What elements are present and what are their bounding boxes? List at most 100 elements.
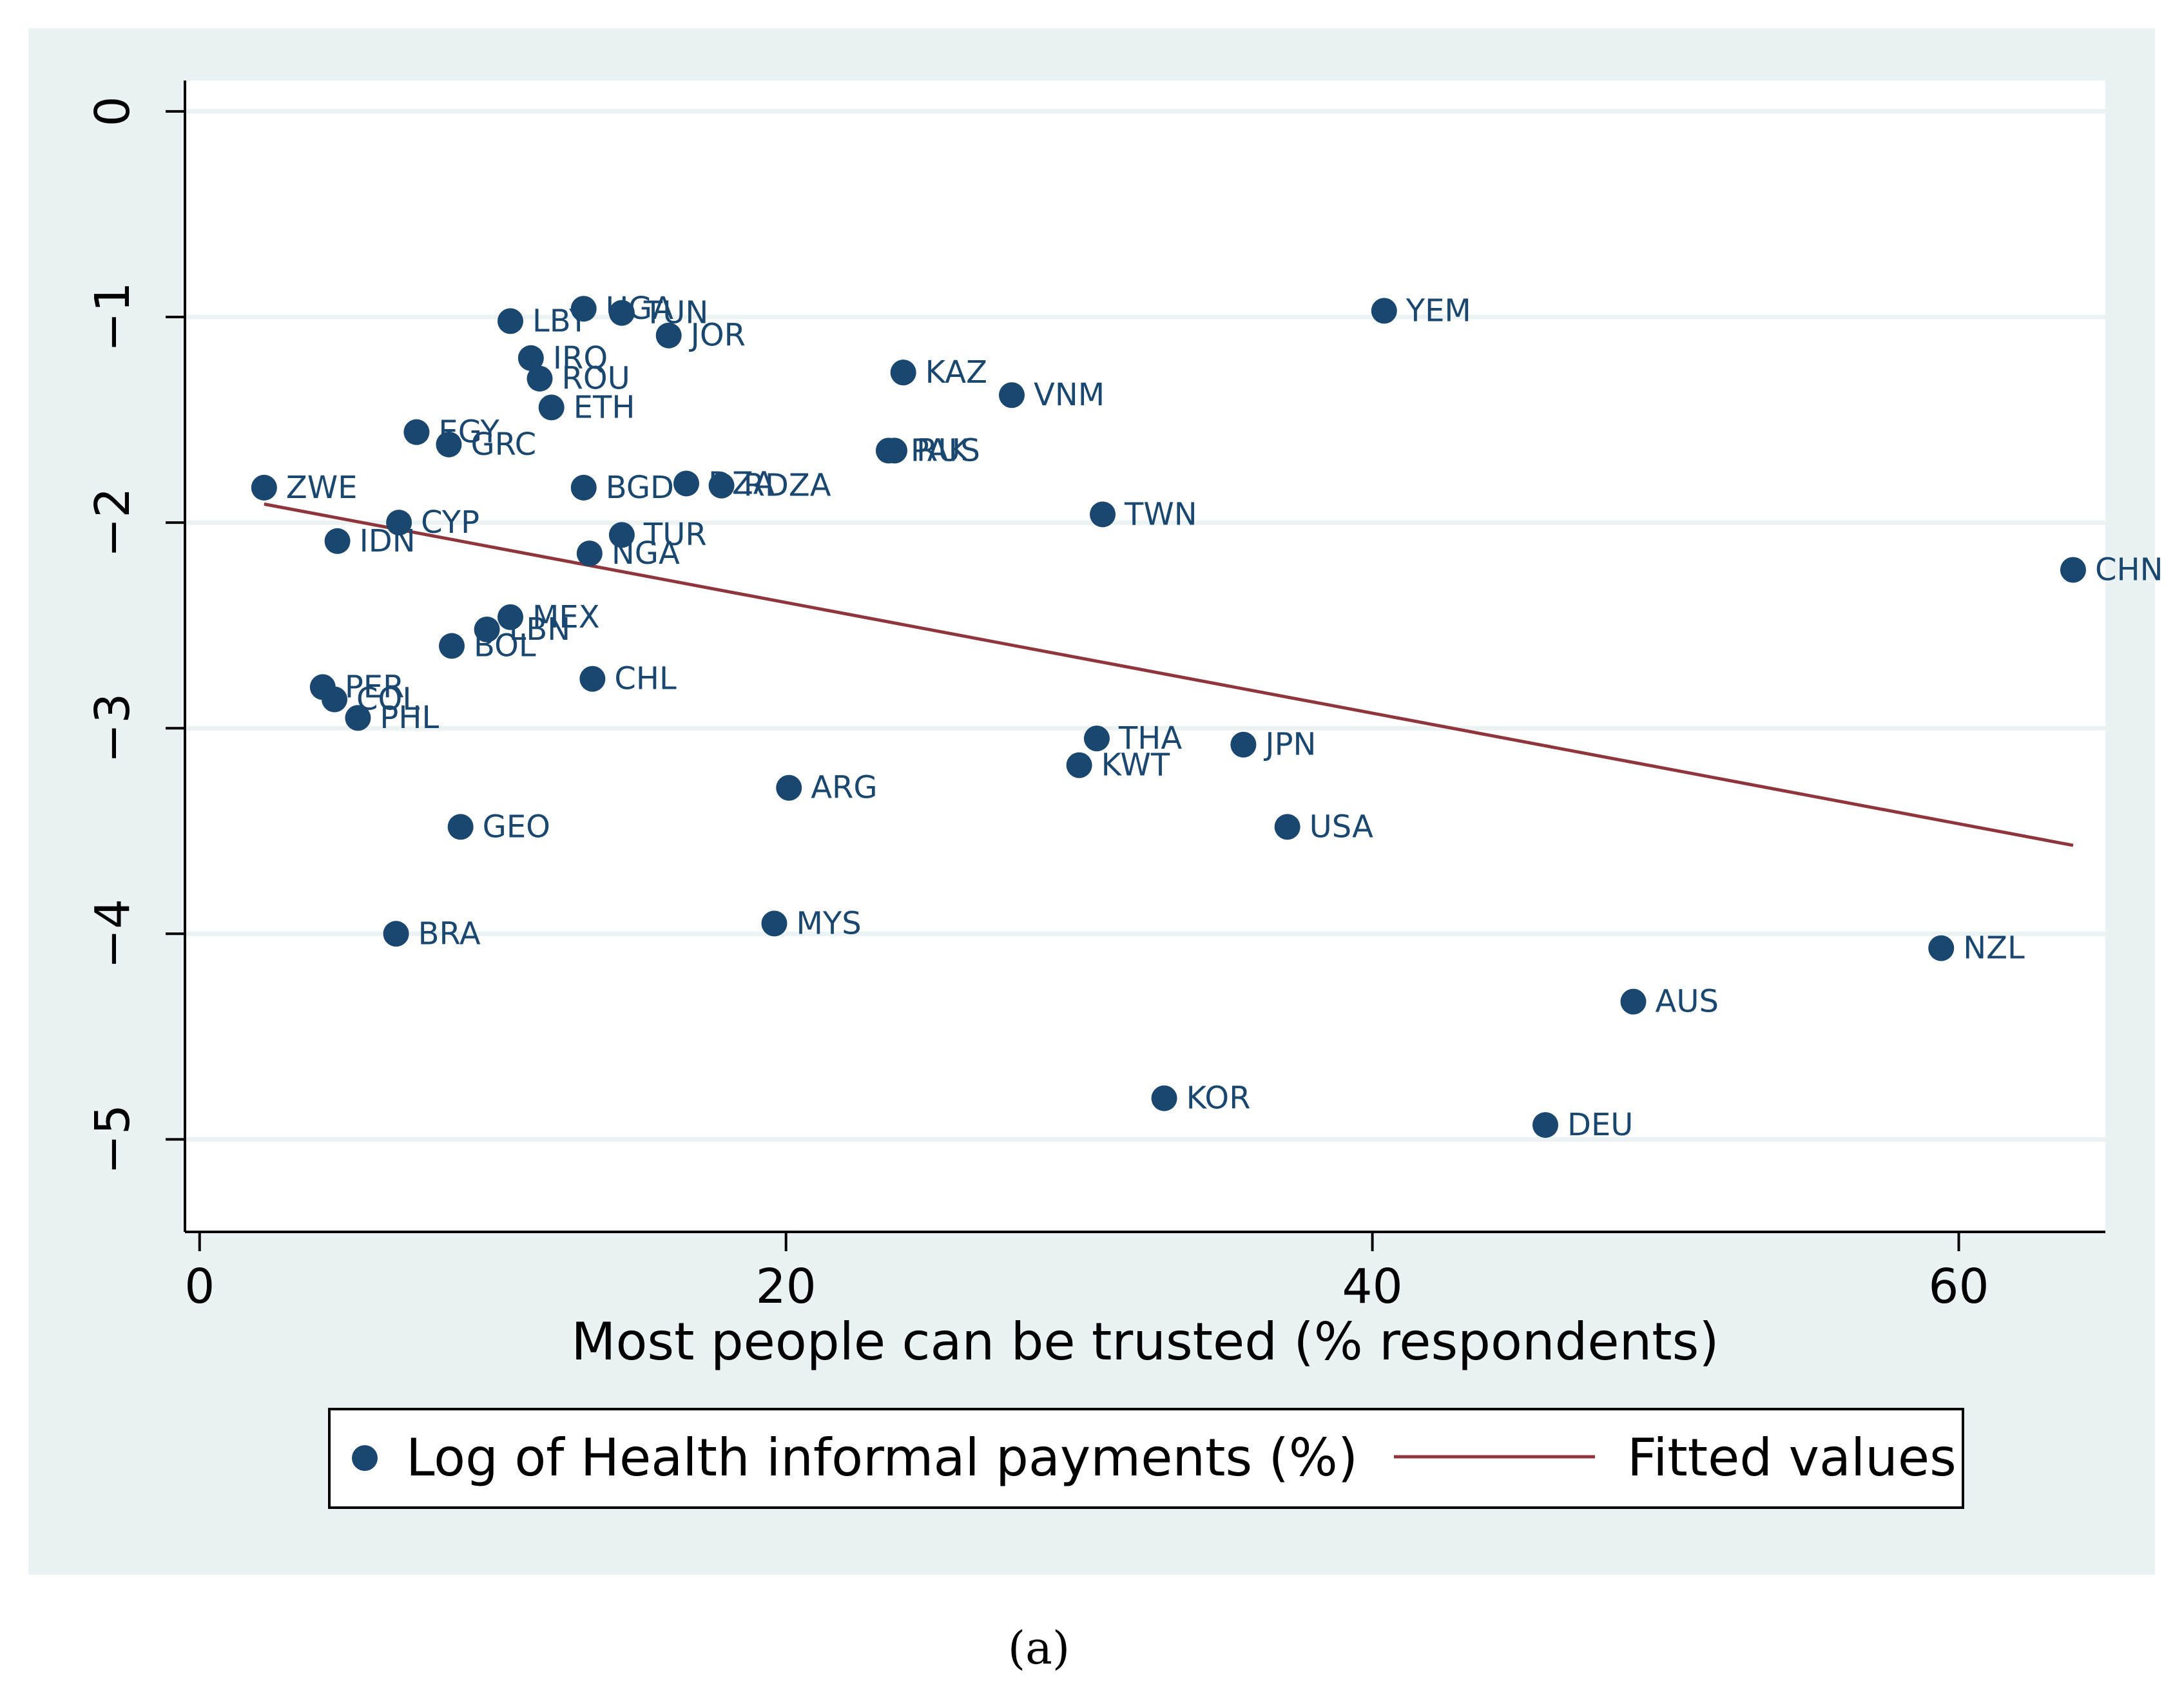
point-label-zwe: ZWE	[286, 470, 358, 506]
data-point-bol	[439, 633, 465, 659]
data-point-bra	[383, 921, 409, 947]
point-label-rdza: RDZA	[744, 468, 831, 504]
x-tick-label: 60	[1928, 1259, 1989, 1314]
data-point-tun	[608, 300, 635, 326]
data-point-kor	[1151, 1085, 1177, 1111]
data-points	[251, 296, 2086, 1138]
point-label-mex: MEX	[532, 599, 600, 635]
data-point-phl	[345, 705, 371, 731]
point-label-vnm: VNM	[1034, 377, 1105, 413]
data-point-mys	[761, 910, 788, 937]
point-label-jpn: JPN	[1263, 727, 1316, 763]
data-point-tur	[608, 522, 635, 548]
data-point-jpn	[1230, 731, 1257, 758]
data-point-eth	[538, 394, 565, 421]
legend-box	[328, 1408, 1964, 1509]
point-label-kwt: KWT	[1101, 747, 1170, 783]
legend: Log of Health informal payments (%) Fitt…	[328, 1408, 1964, 1509]
figure-caption: (a)	[1008, 1622, 1070, 1675]
point-label-kaz: KAZ	[925, 354, 987, 390]
data-point-lby	[498, 308, 524, 334]
point-label-mys: MYS	[796, 905, 861, 941]
data-point-kwt	[1066, 752, 1092, 778]
y-tick-label: −3	[85, 693, 140, 763]
data-point-mex	[498, 604, 524, 630]
point-label-aus: AUS	[1656, 984, 1719, 1020]
data-point-col	[322, 686, 348, 713]
point-label-usa: USA	[1309, 809, 1373, 845]
data-point-zwe	[251, 474, 277, 501]
data-point-egy	[403, 419, 430, 445]
point-label-bol: BOL	[474, 628, 536, 664]
fitted-values-line	[264, 502, 2074, 847]
point-label-tha: THA	[1118, 720, 1182, 756]
x-tick-label: 40	[1342, 1259, 1403, 1314]
legend-fit-label: Fitted values	[1627, 1428, 1957, 1488]
legend-scatter-marker	[352, 1445, 378, 1471]
point-label-arg: ARG	[811, 770, 877, 806]
data-point-uga	[570, 296, 597, 322]
point-label-eth: ETH	[574, 389, 635, 425]
point-label-per: PER	[345, 669, 405, 705]
data-point-idn	[324, 528, 351, 554]
data-point-vnm	[998, 382, 1025, 408]
point-label-nga: NGA	[612, 535, 680, 571]
point-label-lbn: LBN	[509, 611, 571, 648]
point-label-chl: CHL	[614, 661, 677, 697]
point-label-bgd: BGD	[606, 470, 674, 506]
data-point-bgd	[570, 474, 597, 501]
point-label-egy: EGY	[438, 414, 499, 450]
point-label-grc: GRC	[470, 427, 536, 463]
point-label-irq: IRQ	[553, 340, 608, 376]
point-label-lby: LBY	[532, 303, 588, 339]
data-point-chl	[579, 666, 606, 692]
y-tick-label: 0	[85, 96, 140, 126]
fitted-line-layer	[264, 502, 2074, 847]
data-point-tha	[1083, 725, 1110, 752]
data-point-lbn	[474, 617, 500, 643]
y-tick-label: −5	[85, 1104, 140, 1175]
point-label-bra: BRA	[418, 916, 481, 952]
data-point-deu	[1532, 1112, 1559, 1138]
data-point-rus	[882, 437, 908, 464]
data-point-yem	[1371, 298, 1397, 324]
point-label-phl: PHL	[380, 700, 439, 736]
data-point-usa	[1274, 814, 1300, 840]
data-point-twn	[1090, 501, 1116, 528]
data-point-nzl	[1928, 935, 1955, 961]
point-label-nzl: NZL	[1963, 930, 2025, 966]
point-label-yem: YEM	[1406, 293, 1471, 329]
point-label-chn: CHN	[2095, 552, 2163, 588]
data-point-grc	[436, 431, 462, 457]
point-label-tun: TUN	[643, 295, 708, 331]
point-label-idn: IDN	[360, 523, 416, 559]
data-point-dza	[673, 470, 699, 497]
point-label-geo: GEO	[483, 809, 550, 845]
point-label-pak: PAK	[911, 432, 970, 468]
x-tick-label: 20	[756, 1259, 817, 1314]
data-point-irq	[517, 345, 544, 371]
data-point-kaz	[890, 360, 916, 386]
axis-ticks: 0 −1 −2 −3 −4 −5 0 20 40 60	[85, 96, 1989, 1314]
data-point-cyp	[386, 510, 412, 536]
point-label-tur: TUR	[643, 517, 707, 553]
y-tick-label: −4	[85, 899, 140, 969]
data-point-rdza	[708, 472, 735, 499]
data-point-rou	[527, 365, 553, 392]
point-label-rus: RUS	[916, 432, 980, 468]
x-axis-title: Most people can be trusted (% respondent…	[571, 1312, 1719, 1372]
y-tick-label: −1	[85, 282, 140, 352]
plot-area	[185, 81, 2105, 1232]
data-point-chn	[2060, 557, 2086, 583]
point-label-deu: DEU	[1567, 1107, 1633, 1143]
y-tick-label: −2	[85, 488, 140, 558]
point-label-cyp: CYP	[421, 504, 479, 541]
point-label-uga: UGA	[606, 291, 673, 327]
data-point-jor	[655, 322, 682, 349]
axes	[184, 81, 2105, 1233]
data-point-arg	[776, 774, 802, 801]
point-label-jor: JOR	[689, 318, 746, 354]
point-label-dza: DZA	[708, 465, 775, 501]
